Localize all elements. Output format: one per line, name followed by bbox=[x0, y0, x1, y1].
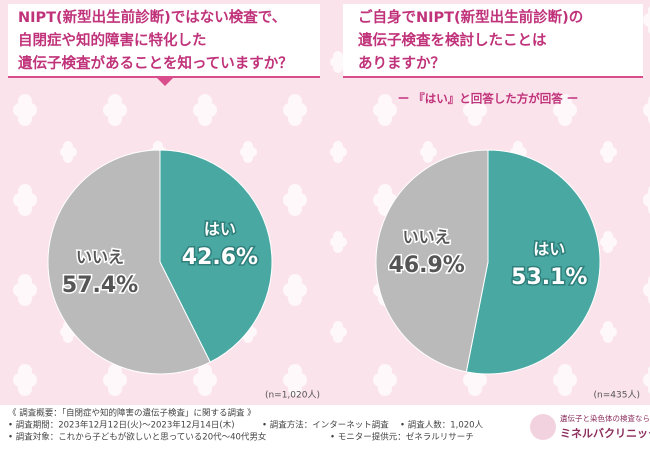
chart-subtitle: ー 『はい』と回答した方が回答 ー bbox=[398, 92, 579, 106]
sample-size-note: (n=435人) bbox=[594, 390, 640, 401]
footer-item: • 調査期間：2023年12月12日(火)～2023年12月14日(木) bbox=[8, 420, 235, 431]
footer-item: • 調査人数：1,020人 bbox=[400, 420, 484, 431]
slice-category-label: いいえ bbox=[76, 248, 124, 267]
chart-title: ご自身でNIPT(新型出生前診断)の bbox=[358, 8, 583, 26]
pie-slice bbox=[465, 149, 601, 375]
chart-title: 遺伝子検査があることを知っていますか？ bbox=[18, 54, 293, 72]
slice-value-label: 42.6% bbox=[182, 245, 258, 270]
sample-size-note: (n=1,020人) bbox=[265, 390, 320, 401]
slice-value-label: 57.4% bbox=[62, 273, 138, 298]
slice-category-label: はい bbox=[204, 219, 236, 238]
pie-slice bbox=[159, 149, 273, 363]
left-title-box bbox=[8, 4, 320, 86]
slice-category-label: いいえ bbox=[403, 228, 451, 247]
pie-slice bbox=[375, 149, 489, 373]
chart-title: ありますか？ bbox=[358, 55, 445, 72]
slice-value-label: 46.9% bbox=[389, 253, 465, 278]
chart-title: 自閉症や知的障害に特化した bbox=[18, 31, 207, 49]
slice-category-label: はい bbox=[533, 239, 565, 258]
logo-tagline: 遺伝子と染色体の検査なら bbox=[560, 413, 650, 423]
slice-value-label: 53.1% bbox=[511, 265, 587, 290]
footer-item: • 調査対象：これから子どもが欲しいと思っている20代～40代男女 bbox=[8, 432, 267, 443]
footer-heading: 《 調査概要：「自閉症や知的障害の遺伝子検査」に関する調査 》 bbox=[8, 408, 256, 419]
logo-name: ミネルバクリニック bbox=[560, 427, 650, 440]
right-title-box bbox=[343, 4, 643, 78]
pie-slice bbox=[47, 149, 211, 375]
logo-icon bbox=[530, 414, 556, 440]
footer-item: • モニター提供元：ゼネラルリサーチ bbox=[330, 432, 474, 443]
chart-title: NIPT(新型出生前診断)ではない検査で、 bbox=[18, 8, 286, 26]
chart-title: 遺伝子検査を検討したことは bbox=[358, 31, 547, 49]
footer-item: • 調査方法：インターネット調査 bbox=[262, 420, 389, 431]
